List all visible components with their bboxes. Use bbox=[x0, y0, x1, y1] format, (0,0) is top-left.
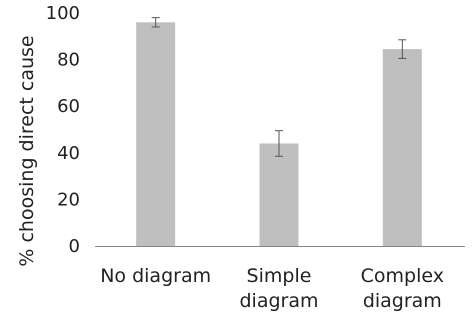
x-category-label: Complex bbox=[361, 265, 444, 287]
y-axis-ticks: 0 20 40 60 80 100 bbox=[46, 3, 80, 257]
x-category-label: diagram bbox=[239, 290, 318, 312]
y-tick-label: 60 bbox=[57, 96, 80, 117]
x-axis-labels: No diagram Simple diagram Complex diagram bbox=[100, 265, 444, 312]
y-tick-label: 100 bbox=[46, 3, 80, 24]
y-tick-label: 20 bbox=[57, 189, 80, 210]
y-tick-label: 0 bbox=[69, 236, 80, 257]
bar bbox=[259, 143, 299, 246]
x-category-label: No diagram bbox=[100, 265, 211, 287]
y-tick-label: 80 bbox=[57, 50, 80, 71]
error-bar bbox=[151, 17, 160, 28]
error-bar bbox=[275, 130, 283, 157]
y-axis-title: % choosing direct cause bbox=[16, 35, 38, 266]
bar bbox=[136, 22, 176, 246]
x-category-label: Simple bbox=[247, 265, 312, 287]
error-bar bbox=[398, 39, 407, 59]
x-category-label: diagram bbox=[363, 290, 442, 312]
error-bars bbox=[151, 17, 407, 157]
bars bbox=[136, 22, 422, 246]
bar bbox=[382, 49, 422, 246]
y-tick-label: 40 bbox=[57, 143, 80, 164]
